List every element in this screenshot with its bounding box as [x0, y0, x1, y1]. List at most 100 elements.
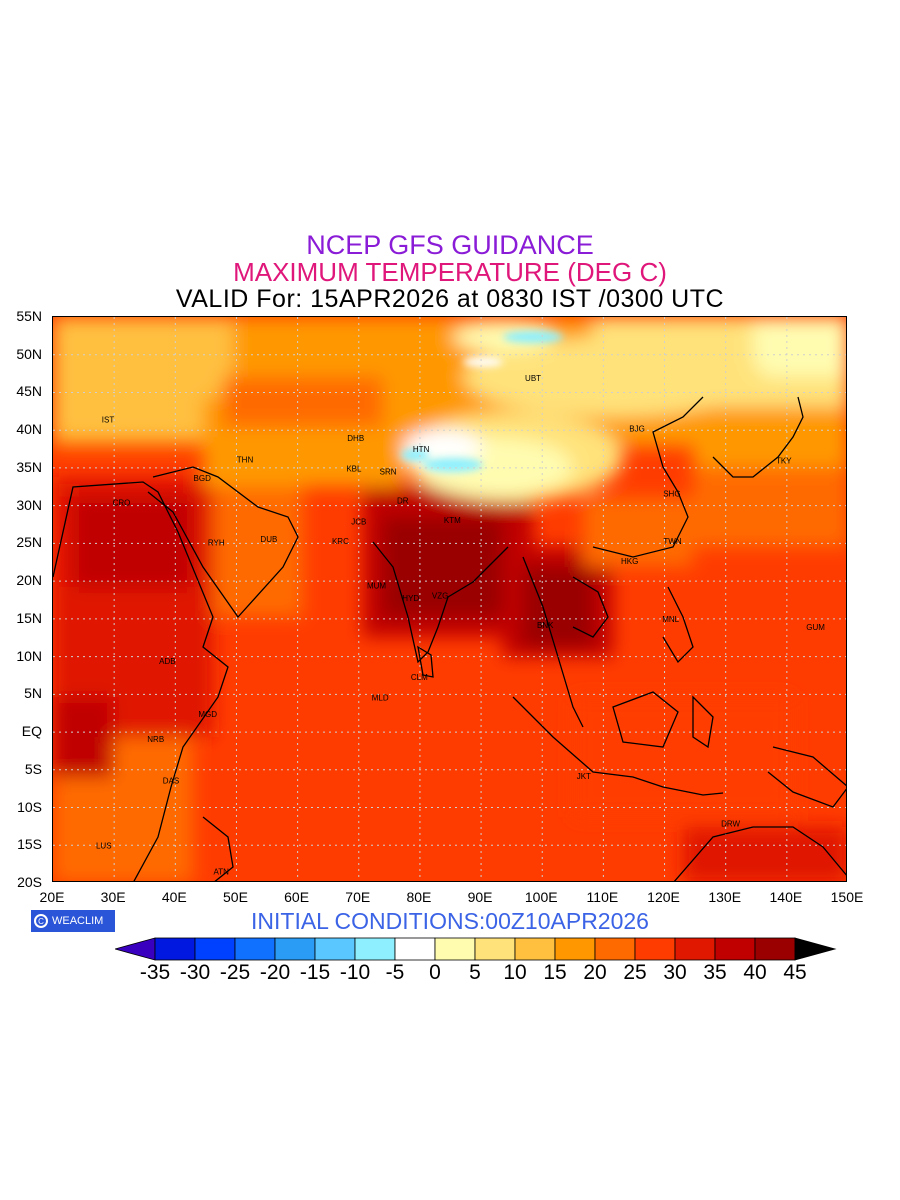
- station-label-shg: SHG: [663, 490, 680, 499]
- colorbar-swatch: [394, 937, 436, 961]
- logo-text: WEACLIM: [52, 915, 104, 927]
- temperature-map: UBT BJG TKY SHG TWN HKG MNL GUM DHB HTN KBL SRN DR IS…: [52, 316, 847, 882]
- colorbar-min-arrow: [115, 937, 156, 961]
- x-tick-label: 70E: [345, 889, 371, 905]
- station-label-dhb: DHB: [347, 434, 364, 443]
- colorbar-level-label: -35: [139, 961, 171, 984]
- colorbar-swatch: [274, 937, 316, 961]
- station-label-ubt: UBT: [525, 374, 541, 383]
- x-tick-label: 20E: [39, 889, 65, 905]
- colorbar-swatch: [314, 937, 356, 961]
- station-label-twn: TWN: [663, 537, 681, 546]
- logo-icon: C: [34, 914, 48, 928]
- x-tick-label: 40E: [161, 889, 187, 905]
- cold-pockets: [401, 331, 563, 472]
- sri-lanka-coast: [417, 645, 434, 678]
- philippines-coast: [662, 586, 694, 664]
- station-label-srn: SRN: [380, 468, 397, 477]
- station-label-thn: THN: [237, 456, 254, 465]
- station-label-atn: ATN: [213, 868, 229, 877]
- station-label-jkt: JKT: [577, 772, 591, 781]
- x-tick-label: 30E: [100, 889, 126, 905]
- indochina-coast: [572, 576, 609, 638]
- sumatra-java-coast: [512, 696, 724, 796]
- japan-coast: [712, 396, 804, 478]
- borneo-coast: [612, 691, 679, 748]
- sulawesi-coast: [692, 695, 714, 749]
- x-tick-label: 50E: [222, 889, 248, 905]
- station-label-vzg: VZG: [432, 591, 448, 600]
- colorbar-level-label: 20: [583, 961, 607, 984]
- colorbar-level-label: -25: [219, 961, 251, 984]
- station-label-jcb: JCB: [351, 518, 366, 527]
- x-tick-label: 150E: [830, 889, 864, 905]
- station-label-dr: DR: [397, 496, 409, 505]
- china-coast: [592, 396, 704, 558]
- y-tick-label: 30N: [16, 496, 42, 513]
- temperature-field: [53, 317, 846, 881]
- colorbar-swatch: [514, 937, 556, 961]
- y-tick-label: 50N: [16, 345, 42, 362]
- y-tick-label: 15N: [16, 609, 42, 626]
- colorbar-level-label: -10: [339, 961, 371, 984]
- colorbar-swatch: [434, 937, 476, 961]
- x-tick-label: 100E: [524, 889, 558, 905]
- colorbar-swatch: [154, 937, 196, 961]
- india-coast: [372, 541, 509, 664]
- x-tick-label: 60E: [284, 889, 310, 905]
- x-tick-label: 130E: [708, 889, 742, 905]
- colorbar-level-label: -15: [299, 961, 331, 984]
- station-label-mnl: MNL: [662, 615, 679, 624]
- y-tick-label: 15S: [17, 836, 42, 853]
- colorbar-swatch: [194, 937, 236, 961]
- y-tick-label: 40N: [16, 421, 42, 438]
- colorbar-swatch: [674, 937, 716, 961]
- x-tick-label: 110E: [586, 889, 619, 905]
- station-label-krc: KRC: [332, 537, 349, 546]
- y-tick-label: 45N: [16, 383, 42, 400]
- station-label-bgd: BGD: [194, 474, 212, 483]
- x-tick-label: 120E: [647, 889, 680, 905]
- station-label-bjg: BJG: [629, 425, 645, 434]
- chart-title-model: NCEP GFS GUIDANCE: [306, 230, 594, 260]
- station-label-nrb: NRB: [147, 735, 164, 744]
- colorbar-swatch: [354, 937, 396, 961]
- initial-conditions: INITIAL CONDITIONS:00Z10APR2026: [251, 908, 649, 934]
- colorbar-level-label: 15: [543, 961, 567, 984]
- station-label-dub: DUB: [260, 535, 277, 544]
- station-label-htn: HTN: [413, 445, 430, 454]
- africa-coast: [53, 481, 229, 881]
- station-label-gum: GUM: [806, 623, 825, 632]
- station-label-adb: ADB: [159, 657, 175, 666]
- station-labels: UBT BJG TKY SHG TWN HKG MNL GUM DHB HTN KBL SRN DR IS…: [96, 374, 825, 877]
- arabia-coast: [147, 466, 299, 619]
- station-label-mgd: MGD: [198, 710, 217, 719]
- station-label-lus: LUS: [96, 841, 112, 850]
- colorbar-level-label: 25: [623, 961, 647, 984]
- y-tick-label: 5S: [24, 760, 42, 777]
- colorbar-level-label: 40: [743, 961, 767, 984]
- myanmar-malaysia-coast: [522, 556, 584, 728]
- y-tick-label: 25N: [16, 534, 42, 551]
- y-tick-label: EQ: [21, 723, 42, 740]
- station-label-clm: CLM: [411, 673, 428, 682]
- station-label-ist: IST: [102, 416, 115, 425]
- x-tick-label: 140E: [769, 889, 803, 905]
- station-label-bnk: BNK: [537, 621, 554, 630]
- temperature-map-canvas: UBT BJG TKY SHG TWN HKG MNL GUM DHB HTN KBL SRN DR IS…: [53, 317, 846, 881]
- y-tick-label: 35N: [16, 458, 42, 475]
- station-label-mum: MUM: [367, 582, 386, 591]
- station-label-drw: DRW: [721, 819, 740, 828]
- colorbar: [115, 937, 837, 961]
- colorbar-swatch: [754, 937, 796, 961]
- colorbar-swatch: [474, 937, 516, 961]
- colorbar-labels: -35 -30 -25 -20 -15 -10 -5 0 5 10 15 20 25 30 35 40 45: [0, 962, 900, 986]
- colorbar-max-arrow: [794, 937, 837, 961]
- lat-lon-grid: [53, 317, 846, 881]
- colorbar-level-label: -20: [259, 961, 291, 984]
- station-label-hkg: HKG: [621, 557, 638, 566]
- colorbar-swatch: [714, 937, 756, 961]
- y-tick-label: 20N: [16, 572, 42, 589]
- station-label-das: DAS: [163, 776, 179, 785]
- australia-coast: [673, 826, 846, 881]
